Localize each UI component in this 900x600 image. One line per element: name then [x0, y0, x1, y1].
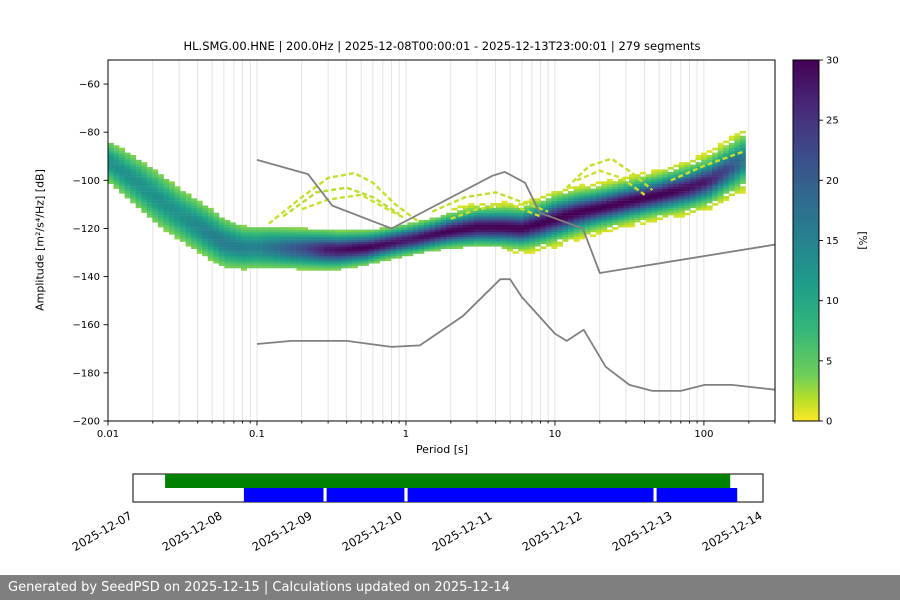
timeline-date-label: 2025-12-07 [70, 508, 135, 554]
timeline-date-label: 2025-12-14 [700, 508, 765, 554]
ppsd-heatmap [108, 130, 746, 271]
axes-frame [107, 59, 776, 422]
colorbar [792, 59, 820, 422]
outlier-branch [431, 191, 549, 213]
ppsd-plot: 0.01 0.1 1 10 100−60−80−100−120−140−160−180−… [73, 56, 868, 441]
svg-text:−200: −200 [73, 417, 100, 428]
svg-text:0.01: 0.01 [97, 429, 119, 440]
plot-title: HL.SMG.00.HNE | 200.0Hz | 2025-12-08T00:… [183, 39, 701, 53]
svg-text:30: 30 [826, 56, 839, 67]
footer-bar: Generated by SeedPSD on 2025-12-15 | Cal… [0, 575, 900, 600]
svg-text:−140: −140 [73, 272, 100, 283]
svg-text:−80: −80 [79, 128, 100, 139]
axis-tick-labels: 0.01 0.1 1 10 100−60−80−100−120−140−160−180−… [73, 56, 839, 441]
svg-text:−100: −100 [73, 176, 100, 187]
timeline-date-label: 2025-12-11 [430, 508, 495, 554]
colorbar-label: [%] [856, 231, 868, 249]
coverage-bar [243, 488, 324, 502]
svg-text:0.1: 0.1 [249, 429, 265, 440]
outlier-branch [450, 203, 541, 220]
timeline-date-label: 2025-12-12 [520, 508, 585, 554]
svg-text:10: 10 [549, 429, 562, 440]
ppsd-outlier-branches [268, 150, 745, 225]
svg-text:15: 15 [826, 236, 839, 247]
outlier-branch [301, 193, 407, 220]
outlier-branch [670, 150, 745, 182]
svg-text:5: 5 [826, 356, 832, 367]
svg-text:−60: −60 [79, 80, 100, 91]
svg-text:−180: −180 [73, 368, 100, 379]
outlier-branch [268, 171, 419, 225]
footer-text: Generated by SeedPSD on 2025-12-15 | Cal… [8, 580, 510, 595]
axis-ticks [103, 59, 823, 426]
svg-text:−160: −160 [73, 320, 100, 331]
x-axis-label: Period [s] [415, 443, 469, 456]
timeline-date-label: 2025-12-08 [160, 508, 225, 554]
timeline-date-label: 2025-12-13 [610, 508, 675, 554]
coverage-bar [656, 488, 738, 502]
timeline-date-label: 2025-12-09 [250, 508, 315, 554]
svg-text:−120: −120 [73, 224, 100, 235]
availability-timeline: 2025-12-07 2025-12-08 2025-12-09 2025-12-10… [70, 473, 765, 554]
availability-bar [165, 474, 731, 488]
coverage-bar [326, 488, 405, 502]
svg-text:0: 0 [826, 417, 832, 428]
svg-text:10: 10 [826, 296, 839, 307]
coverage-bar [407, 488, 654, 502]
outlier-branch [576, 169, 646, 196]
noise-model-low-line [256, 278, 776, 392]
svg-text:20: 20 [826, 176, 839, 187]
svg-text:100: 100 [694, 429, 713, 440]
svg-text:25: 25 [826, 116, 839, 127]
y-axis-label: Amplitude [m²/s⁴/Hz] [dB] [33, 169, 47, 311]
outlier-branch [282, 186, 400, 218]
noise-model-high-line [256, 159, 776, 274]
svg-text:1: 1 [403, 429, 409, 440]
outlier-branch [565, 157, 654, 191]
timeline-date-label: 2025-12-10 [340, 508, 405, 554]
